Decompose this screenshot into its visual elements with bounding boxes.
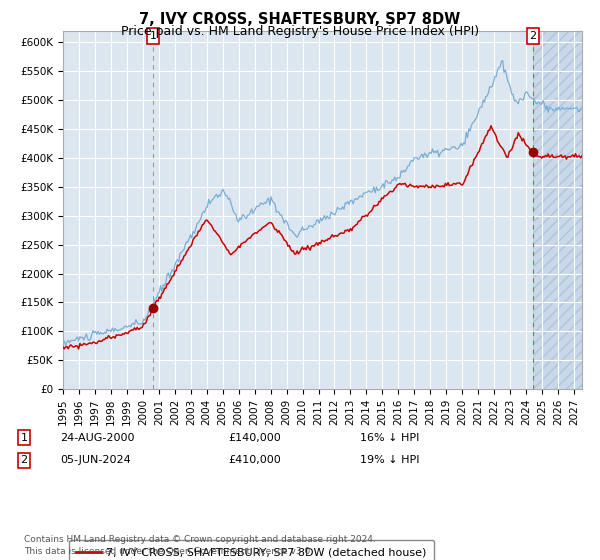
- Text: 1: 1: [20, 433, 28, 443]
- Text: 7, IVY CROSS, SHAFTESBURY, SP7 8DW: 7, IVY CROSS, SHAFTESBURY, SP7 8DW: [139, 12, 461, 27]
- Bar: [533, 31, 582, 389]
- Text: 05-JUN-2024: 05-JUN-2024: [60, 455, 131, 465]
- Text: Contains HM Land Registry data © Crown copyright and database right 2024.
This d: Contains HM Land Registry data © Crown c…: [24, 535, 376, 556]
- Legend: 7, IVY CROSS, SHAFTESBURY, SP7 8DW (detached house), HPI: Average price, detache: 7, IVY CROSS, SHAFTESBURY, SP7 8DW (deta…: [68, 540, 434, 560]
- Text: £140,000: £140,000: [228, 433, 281, 443]
- Text: Price paid vs. HM Land Registry's House Price Index (HPI): Price paid vs. HM Land Registry's House …: [121, 25, 479, 38]
- Text: 2: 2: [529, 31, 536, 41]
- Text: 16% ↓ HPI: 16% ↓ HPI: [360, 433, 419, 443]
- Text: 19% ↓ HPI: 19% ↓ HPI: [360, 455, 419, 465]
- Text: 2: 2: [20, 455, 28, 465]
- Text: 24-AUG-2000: 24-AUG-2000: [60, 433, 134, 443]
- Text: £410,000: £410,000: [228, 455, 281, 465]
- Text: 1: 1: [149, 31, 157, 41]
